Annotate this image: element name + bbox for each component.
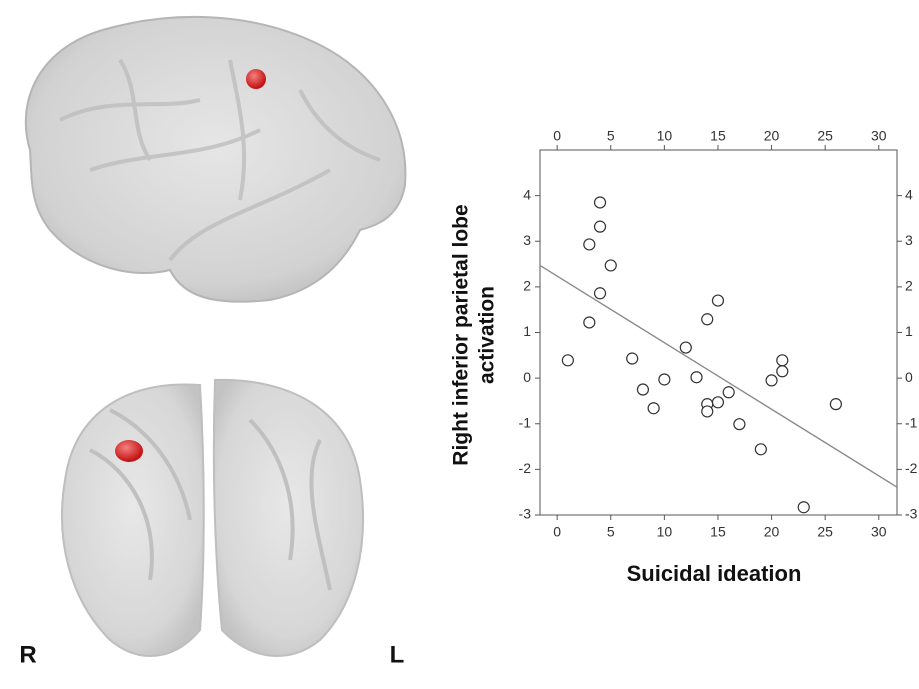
y-tick-label: 3	[523, 232, 531, 248]
scatter-point	[659, 374, 670, 385]
scatter-point	[595, 221, 606, 232]
y-tick-label: 2	[523, 278, 531, 294]
scatter-point	[562, 355, 573, 366]
x-tick-label: 10	[657, 524, 673, 540]
y-tick-label-right: -2	[905, 460, 918, 476]
x-tick-label-top: 30	[871, 128, 887, 144]
scatter-point	[584, 317, 595, 328]
scatter-point	[723, 387, 734, 398]
scatter-point	[627, 353, 638, 364]
scatter-point	[777, 366, 788, 377]
x-tick-label: 15	[710, 524, 726, 540]
figure: R L Suicidal ideation Right inferior par…	[0, 0, 919, 684]
scatter-point	[712, 397, 723, 408]
x-tick-label: 5	[607, 524, 615, 540]
scatter-point	[680, 342, 691, 353]
y-tick-label-right: 0	[905, 369, 913, 385]
x-tick-label: 30	[871, 524, 887, 540]
y-tick-label: -2	[519, 460, 532, 476]
y-axis-title: Right inferior parietal lobe activation	[450, 204, 499, 465]
x-tick-label: 25	[817, 524, 833, 540]
scatter-point	[702, 406, 713, 417]
scatter-point	[777, 355, 788, 366]
scatter-point	[595, 288, 606, 299]
scatter-point	[584, 239, 595, 250]
orientation-label: R	[19, 641, 36, 668]
x-tick-label-top: 5	[607, 128, 615, 144]
x-axis-title: Suicidal ideation	[627, 561, 802, 586]
y-tick-label: 1	[523, 323, 531, 339]
scatter-point	[637, 384, 648, 395]
y-tick-label-right: 3	[905, 232, 913, 248]
scatter-point	[755, 444, 766, 455]
scatter-point	[734, 419, 745, 430]
y-axis-title-line: Right inferior parietal lobe	[450, 204, 473, 465]
y-tick-label-right: 4	[905, 186, 913, 202]
scatter-point	[830, 399, 841, 410]
y-tick-label: 4	[523, 186, 531, 202]
x-tick-label-top: 15	[710, 128, 726, 144]
y-tick-label: -3	[519, 506, 532, 522]
x-tick-label-top: 25	[817, 128, 833, 144]
x-tick-label: 20	[764, 524, 780, 540]
x-tick-label-top: 10	[657, 128, 673, 144]
plot-frame	[540, 150, 897, 515]
y-tick-label: 0	[523, 369, 531, 385]
brain-coronal	[62, 380, 363, 656]
scatter-point	[798, 502, 809, 513]
y-tick-label-right: 2	[905, 278, 913, 294]
x-tick-label-top: 20	[764, 128, 780, 144]
y-tick-label: -1	[519, 414, 532, 430]
scatter-point	[712, 295, 723, 306]
scatter-point	[702, 314, 713, 325]
brain-lateral	[26, 17, 406, 302]
y-tick-label-right: -3	[905, 506, 918, 522]
scatter-point	[766, 375, 777, 386]
x-tick-label: 0	[553, 524, 561, 540]
scatter-point	[605, 260, 616, 271]
y-axis-title-line: activation	[476, 286, 499, 384]
scatter-point	[648, 403, 659, 414]
scatter-point	[595, 197, 606, 208]
y-tick-label-right: 1	[905, 323, 913, 339]
orientation-label: L	[390, 641, 405, 668]
scatter-point	[691, 372, 702, 383]
x-tick-label-top: 0	[553, 128, 561, 144]
y-tick-label-right: -1	[905, 414, 918, 430]
